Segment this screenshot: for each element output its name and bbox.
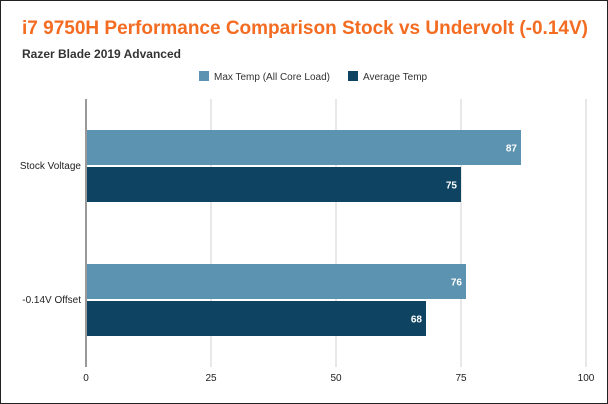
chart-subtitle: Razer Blade 2019 Advanced	[22, 47, 181, 61]
x-tick-label-100: 100	[578, 373, 595, 384]
data-label-1-series-2: 75	[446, 181, 458, 192]
bar-2-series-1	[87, 264, 466, 299]
legend-label-2: Average Temp	[363, 72, 428, 83]
category-label-2: -0.14V Offset	[22, 295, 81, 306]
legend-label-1: Max Temp (All Core Load)	[214, 72, 330, 83]
data-label-2-series-1: 76	[451, 278, 463, 289]
x-tick-label-25: 25	[205, 373, 217, 384]
bar-1-series-2	[87, 167, 461, 202]
bar-1-series-1	[87, 130, 521, 165]
legend-swatch-2	[347, 71, 358, 81]
legend-swatch-1	[199, 71, 209, 81]
chart-title: i7 9750H Performance Comparison Stock vs…	[22, 18, 588, 39]
data-label-2-series-2: 68	[411, 315, 423, 326]
bar-2-series-2	[87, 301, 426, 336]
category-label-1: Stock Voltage	[20, 161, 82, 172]
x-tick-label-0: 0	[83, 373, 89, 384]
x-tick-label-75: 75	[455, 373, 467, 384]
x-tick-label-50: 50	[330, 373, 342, 384]
data-label-1-series-1: 87	[506, 144, 518, 155]
